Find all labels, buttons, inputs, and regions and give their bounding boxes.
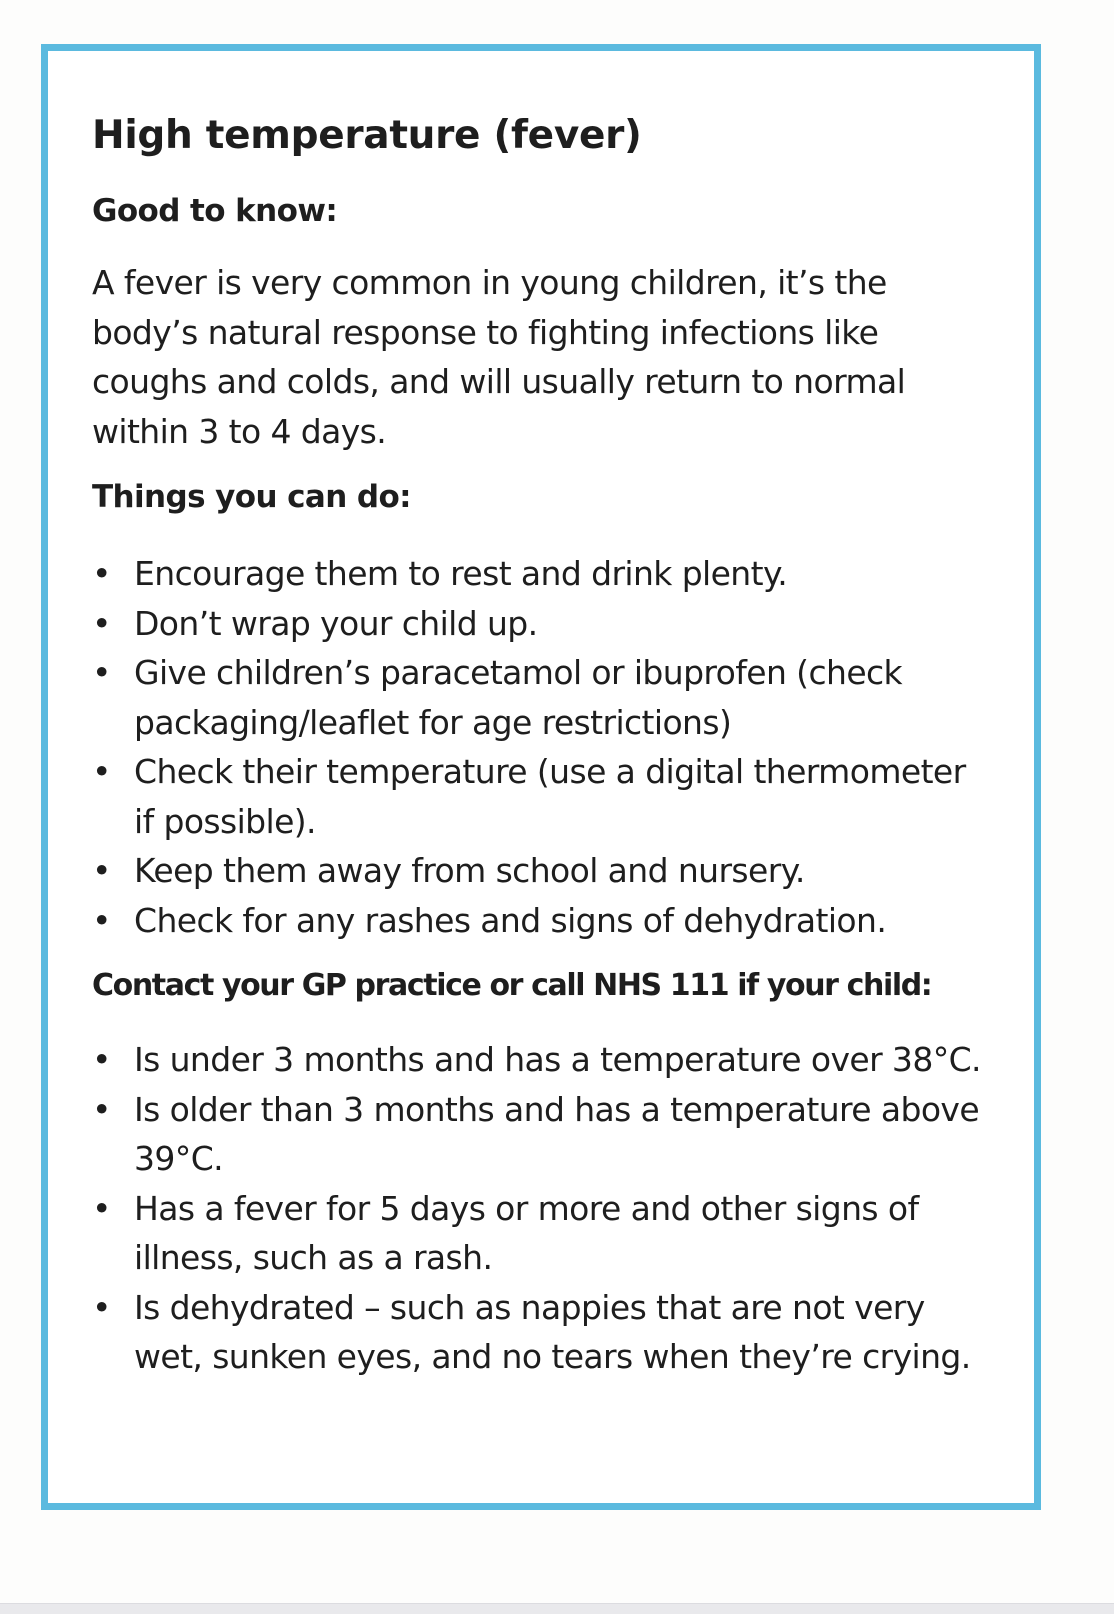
list-item: • Is older than 3 months and has a temper… [92, 1085, 992, 1184]
fever-info-card: High temperature (fever) Good to know: A… [41, 44, 1041, 1510]
list-item-text: Has a fever for 5 days or more and other… [134, 1188, 919, 1278]
list-item-text: Don’t wrap your child up. [134, 603, 538, 643]
list-item-text: Is dehydrated – such as nappies that are… [134, 1287, 971, 1377]
bullet-icon: • [92, 554, 111, 593]
bullet-icon: • [92, 900, 111, 940]
good-to-know-heading: Good to know: [92, 193, 338, 229]
bullet-icon: • [92, 653, 111, 692]
bullet-icon: • [92, 851, 111, 890]
list-item: • Has a fever for 5 days or more and othe… [92, 1184, 992, 1283]
bullet-icon: • [92, 1040, 111, 1079]
list-item-text: Keep them away from school and nursery. [134, 851, 805, 890]
bullet-icon: • [92, 603, 111, 643]
list-item-text: Is under 3 months and has a temperature … [134, 1040, 982, 1079]
bullet-icon: • [92, 1287, 111, 1327]
list-item-text: Encourage them to rest and drink plenty. [134, 554, 788, 593]
list-item: • Check their temperature (use a digital … [92, 747, 992, 846]
list-item-text: Is older than 3 months and has a tempera… [134, 1089, 980, 1179]
page-title: High temperature (fever) [92, 113, 642, 158]
bullet-icon: • [92, 1089, 111, 1129]
list-item-text: Give children’s paracetamol or ibuprofen… [134, 653, 903, 742]
list-item: • Keep them away from school and nursery. [92, 846, 992, 896]
contact-list: • Is under 3 months and has a temperature… [92, 1035, 992, 1382]
bullet-icon: • [92, 1188, 111, 1228]
list-item-text: Check for any rashes and signs of dehydr… [134, 900, 887, 940]
list-item: • Is under 3 months and has a temperature… [92, 1035, 992, 1085]
list-item: • Don’t wrap your child up. [92, 599, 992, 649]
list-item-text: Check their temperature (use a digital t… [134, 752, 966, 841]
list-item: • Encourage them to rest and drink plenty… [92, 549, 992, 599]
bullet-icon: • [92, 752, 111, 791]
list-item: • Is dehydrated – such as nappies that ar… [92, 1283, 992, 1382]
things-you-can-do-list: • Encourage them to rest and drink plenty… [92, 549, 992, 945]
things-you-can-do-heading: Things you can do: [92, 479, 412, 515]
list-item: • Give children’s paracetamol or ibuprofe… [92, 648, 992, 747]
list-item: • Check for any rashes and signs of dehyd… [92, 896, 992, 946]
bottom-bar [0, 1603, 1114, 1614]
contact-heading: Contact your GP practice or call NHS 111… [92, 968, 933, 1003]
good-to-know-text: A fever is very common in young children… [92, 263, 906, 451]
